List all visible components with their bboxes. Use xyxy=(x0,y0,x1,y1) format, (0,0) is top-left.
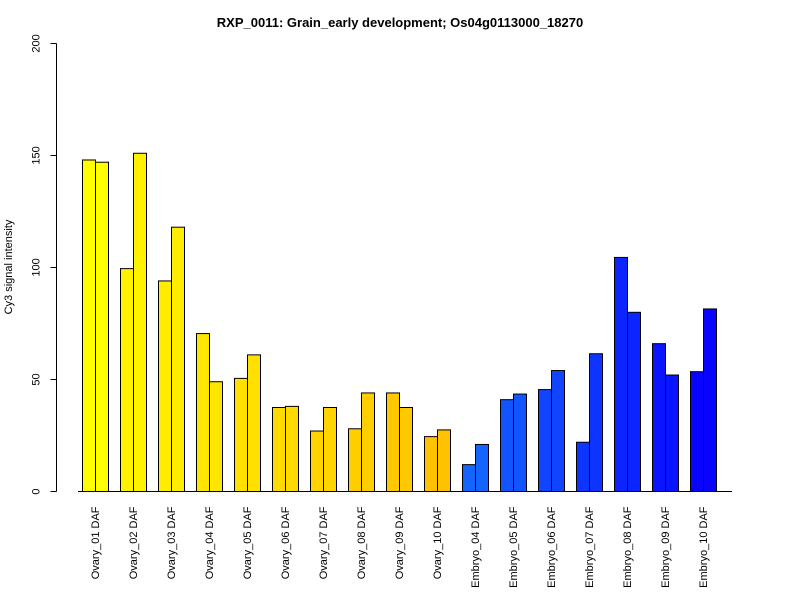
y-tick-label: 50 xyxy=(31,373,43,385)
bar xyxy=(627,311,641,492)
x-tick-label: Ovary_08 DAF xyxy=(356,506,368,579)
x-tick-label: Embryo_10 DAF xyxy=(698,506,710,588)
bar xyxy=(614,256,628,493)
x-tick-label: Ovary_03 DAF xyxy=(166,506,178,579)
bar xyxy=(285,405,299,493)
x-tick-label: Ovary_05 DAF xyxy=(242,506,254,579)
y-tick-label: 100 xyxy=(31,258,43,276)
bar xyxy=(665,374,679,492)
bar xyxy=(589,353,603,492)
y-axis-label: Cy3 signal intensity xyxy=(3,219,15,314)
bar xyxy=(437,429,451,492)
x-tick-label: Embryo_04 DAF xyxy=(470,506,482,588)
bar xyxy=(703,308,717,492)
bar xyxy=(652,343,666,492)
x-tick-label: Embryo_05 DAF xyxy=(508,506,520,588)
bar xyxy=(513,393,527,492)
bar xyxy=(348,428,362,492)
bar xyxy=(323,407,337,492)
x-tick-label: Embryo_09 DAF xyxy=(660,506,672,588)
bar xyxy=(386,392,400,492)
y-tick-label: 150 xyxy=(31,146,43,164)
bar xyxy=(209,381,223,492)
bar xyxy=(247,354,261,492)
bar xyxy=(576,441,590,492)
bar xyxy=(272,407,286,492)
y-tick-label: 200 xyxy=(31,34,43,52)
x-tick-label: Ovary_09 DAF xyxy=(394,506,406,579)
y-axis: 0 50 100 150 200 xyxy=(31,34,57,495)
x-tick-label: Ovary_01 DAF xyxy=(90,506,102,579)
bar xyxy=(196,333,210,492)
x-tick-label: Ovary_04 DAF xyxy=(204,506,216,579)
chart-title: RXP_0011: Grain_early development; Os04g… xyxy=(217,15,583,30)
x-tick-labels: Ovary_01 DAF Ovary_02 DAF Ovary_03 DAF Ovar… xyxy=(90,506,710,588)
bar xyxy=(120,268,134,492)
x-tick-label: Ovary_07 DAF xyxy=(318,506,330,579)
bar xyxy=(171,226,185,492)
bar xyxy=(82,159,96,492)
x-tick-label: Ovary_02 DAF xyxy=(128,506,140,579)
x-tick-label: Ovary_06 DAF xyxy=(280,506,292,579)
bar xyxy=(500,399,514,492)
bar xyxy=(551,370,565,493)
x-tick-label: Embryo_07 DAF xyxy=(584,506,596,588)
bar xyxy=(310,430,324,492)
bar xyxy=(133,152,147,492)
x-tick-label: Ovary_10 DAF xyxy=(432,506,444,579)
bar xyxy=(95,161,109,492)
bar xyxy=(538,389,552,492)
bar xyxy=(424,436,438,492)
bar xyxy=(690,371,704,492)
bars-group xyxy=(82,152,717,493)
bar xyxy=(475,443,489,492)
x-tick-label: Embryo_08 DAF xyxy=(622,506,634,588)
bar xyxy=(399,407,413,492)
bar xyxy=(361,392,375,492)
x-tick-label: Embryo_06 DAF xyxy=(546,506,558,588)
bar xyxy=(158,280,172,492)
y-tick-label: 0 xyxy=(31,488,43,494)
bar xyxy=(234,377,248,493)
bar xyxy=(462,464,476,492)
